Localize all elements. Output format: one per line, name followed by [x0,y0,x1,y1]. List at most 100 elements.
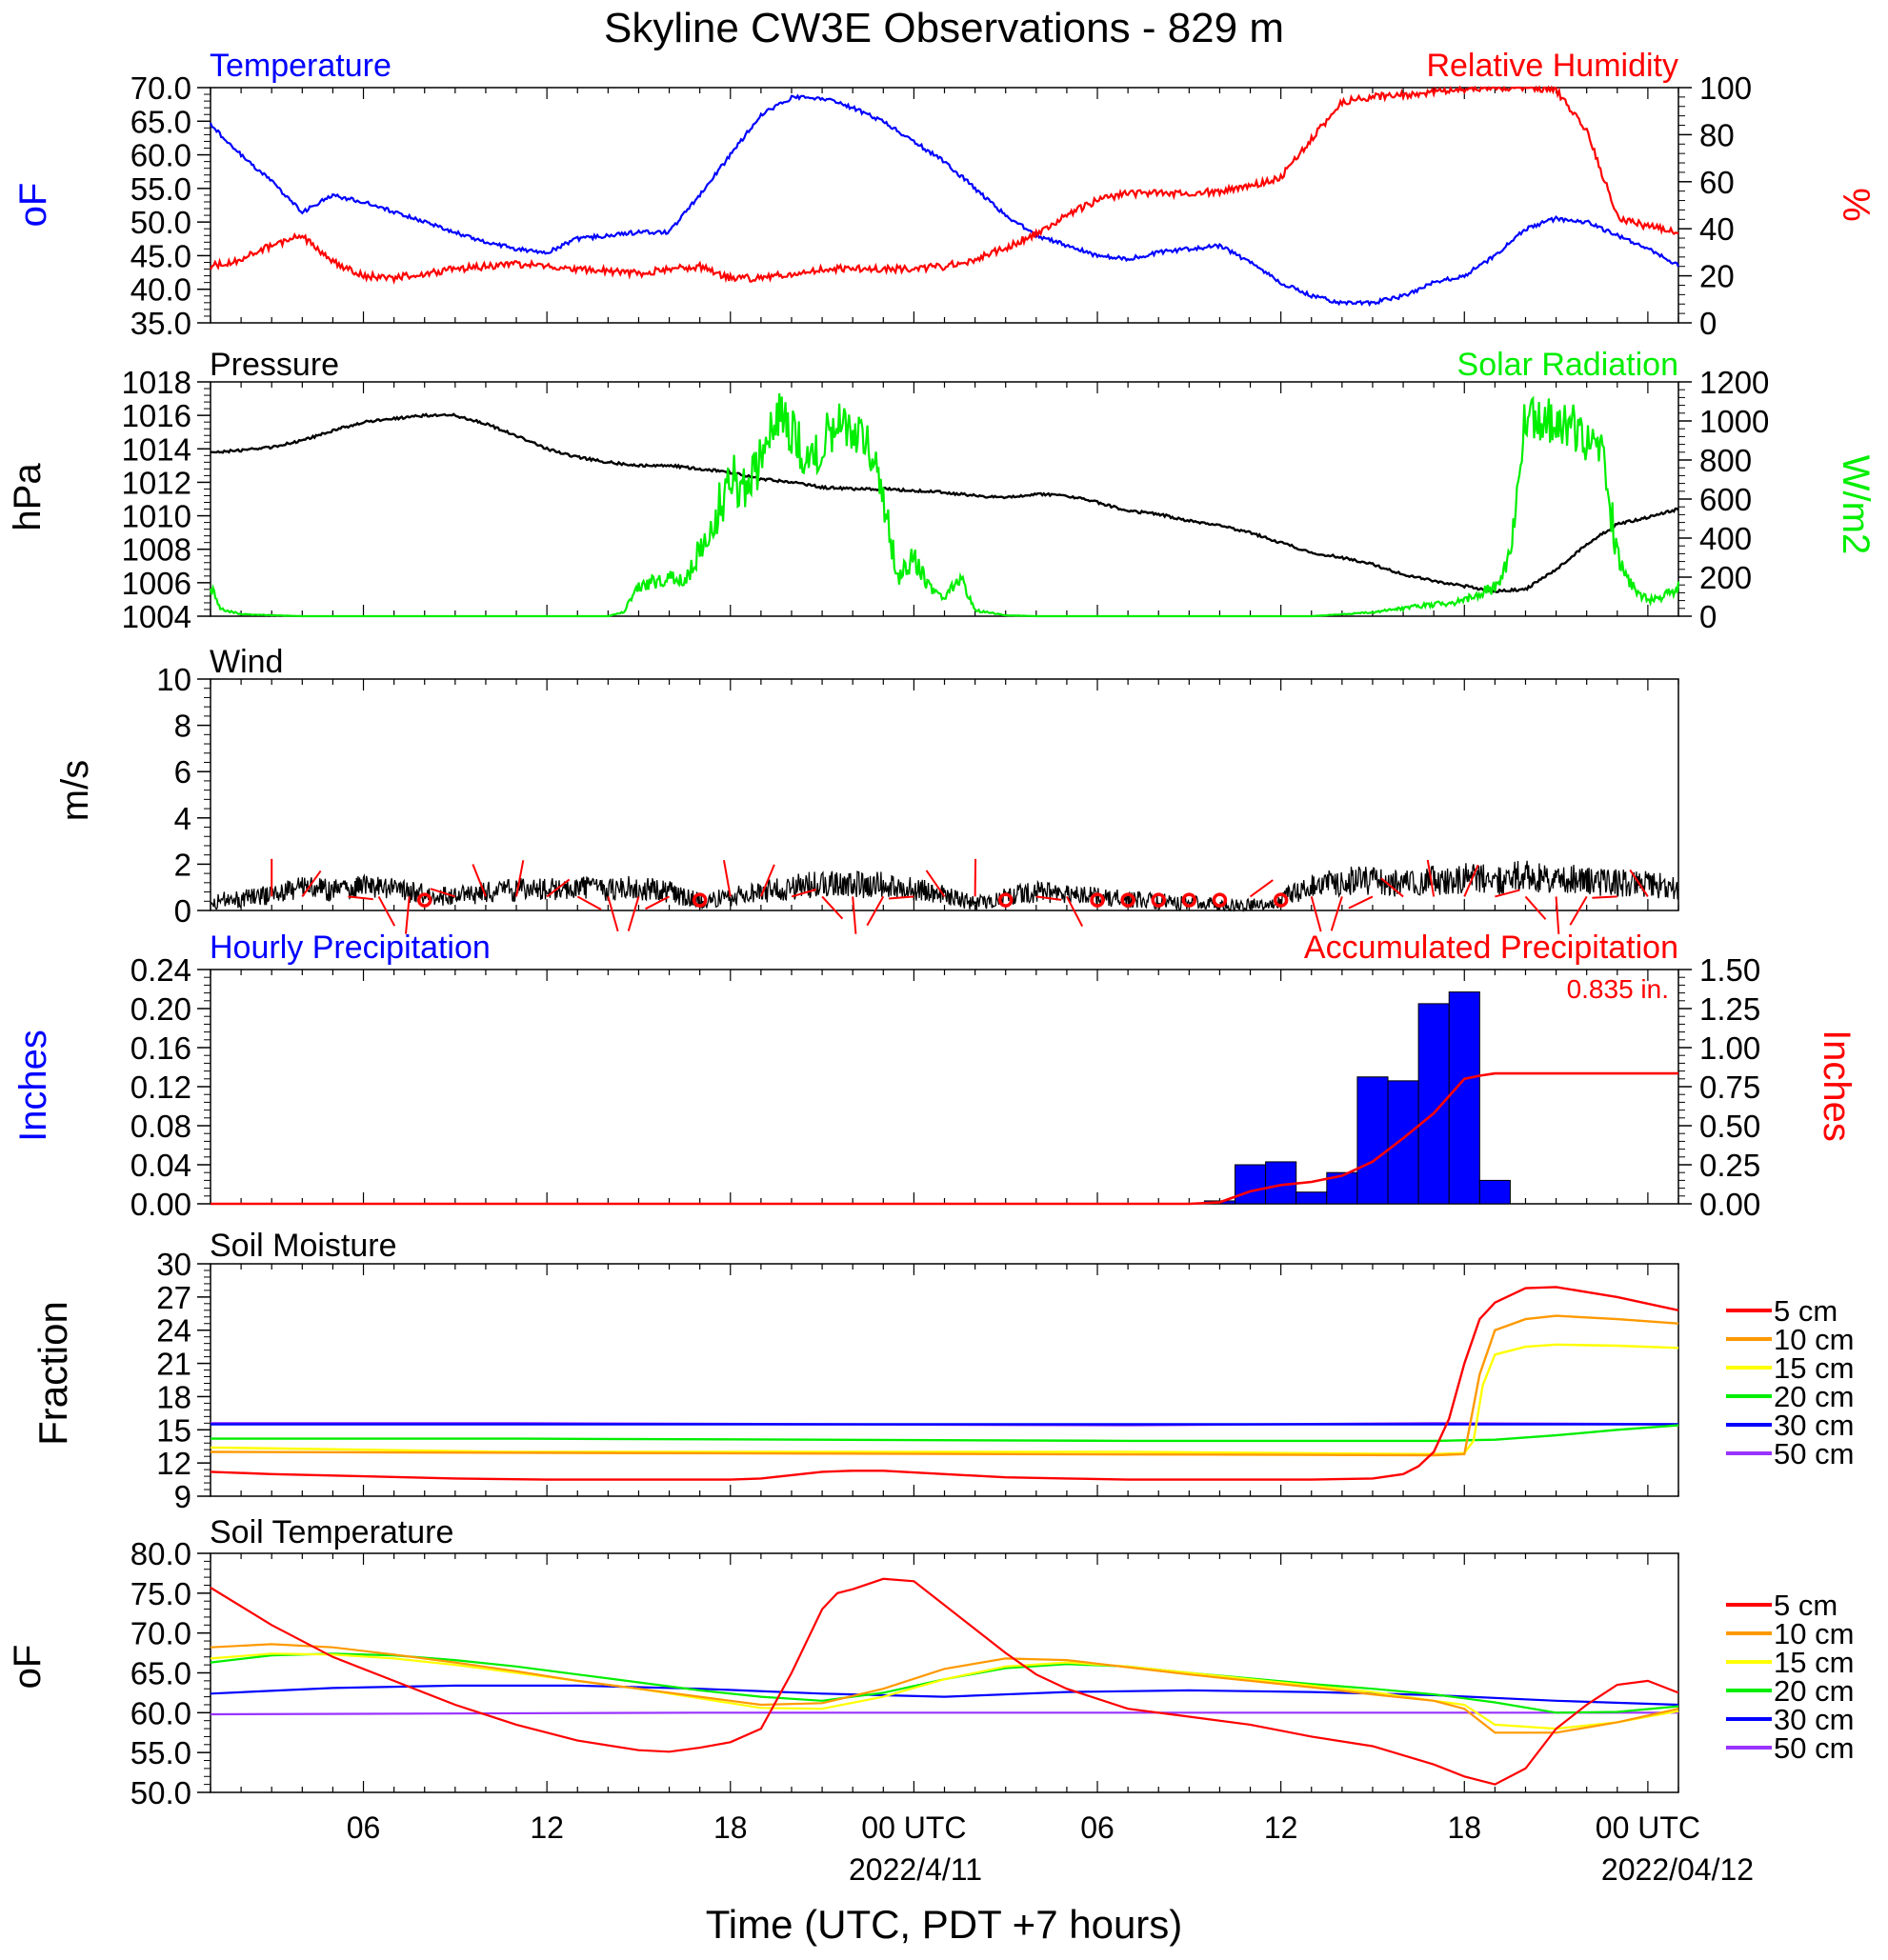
legend-label: 10 cm [1774,1617,1854,1650]
wind-barb [1310,896,1322,932]
x-tick-label: 00 UTC [1596,1810,1700,1845]
y-axis-label: m/s [54,760,96,821]
plot-frame [210,1263,1679,1497]
wind-barb [925,870,946,897]
wind-barb [377,895,396,927]
y-tick-label: 40.0 [131,272,191,308]
hourly-precipitation-bar [1478,1179,1511,1205]
wind-barb [430,888,456,898]
wind-barb [1249,879,1274,898]
y2-tick-label: 400 [1699,521,1752,556]
legend-label: 50 cm [1774,1731,1854,1765]
wind-barb [405,896,411,934]
y2-axis-label: Inches [1816,1030,1858,1142]
y2-tick-label: 1.00 [1699,1030,1760,1066]
y-tick-label: 70.0 [131,1616,191,1651]
y-tick-label: 4 [174,801,191,836]
calm-wind-marker [997,892,1014,908]
soil-temperature-line [210,1577,1679,1786]
y-axis-label: oF [12,183,54,228]
legend-label: 5 cm [1774,1589,1838,1622]
calm-wind-marker [1212,892,1228,908]
plot-frame [210,87,1679,324]
legend-label: 20 cm [1774,1674,1854,1708]
x-axis-title: Time (UTC, PDT +7 hours) [706,1902,1183,1947]
wind-barb [852,896,857,934]
legend-label: 15 cm [1774,1646,1854,1679]
y2-axis-label: W/m2 [1835,455,1877,554]
accumulated-precipitation-line [211,1071,1678,1206]
hourly-precipitation-bar [1234,1164,1267,1205]
legend-label: 30 cm [1774,1409,1854,1442]
wind-barb [722,859,732,897]
y-tick-label: 15 [156,1412,191,1448]
calm-wind-marker [1273,892,1289,908]
x-axis: 2022/4/11 2022/04/12 Time (UTC, PDT +7 h… [347,1810,1754,1947]
y2-axis-label: % [1835,188,1877,222]
legend-label: 50 cm [1774,1437,1854,1470]
y-tick-label: 0.16 [131,1030,191,1066]
wind-barb [1035,895,1062,901]
panel-right-title: Accumulated Precipitation [1304,930,1678,966]
y-axis-label: hPa [7,463,49,531]
panel-left-title: Pressure [210,347,339,383]
y-tick-label: 35.0 [131,306,191,341]
wind-barb [546,878,571,898]
x-tick-label: 06 [1080,1810,1115,1845]
wind-speed-line [210,860,1679,913]
panel-left-title: Hourly Precipitation [210,930,491,966]
y-tick-label: 0.12 [131,1070,191,1105]
y-tick-label: 8 [174,709,191,744]
hourly-precipitation-bar [1448,991,1480,1205]
y2-tick-label: 80 [1699,117,1735,152]
y2-tick-label: 200 [1699,560,1752,595]
y2-tick-label: 800 [1699,443,1752,478]
calm-wind-marker [1181,892,1197,908]
y-tick-label: 9 [174,1479,191,1514]
y2-tick-label: 0.25 [1699,1148,1760,1183]
y-tick-label: 50.0 [131,205,191,240]
soil-temperature-line [210,1643,1679,1734]
wind-barb [1629,869,1649,897]
y-tick-label: 1016 [122,398,191,433]
y-tick-label: 1010 [122,499,191,534]
y-tick-label: 55.0 [131,1735,191,1770]
x-date-label: 2022/04/12 [1601,1852,1754,1887]
wind-barb [1592,895,1617,899]
y2-tick-label: 0 [1699,306,1717,341]
y-tick-label: 1008 [122,532,191,568]
soil-temperature-line [210,1652,1679,1730]
y2-tick-label: 0.00 [1699,1187,1760,1222]
wind-barb [1066,895,1084,928]
panel-left-title: Soil Temperature [210,1514,453,1550]
y-tick-label: 24 [156,1313,191,1349]
wind-barb [607,896,619,932]
hourly-precipitation-bar [1356,1076,1389,1205]
x-tick-label: 18 [1447,1810,1481,1845]
wind-barb [576,895,602,910]
hourly-precipitation-bar [1387,1080,1419,1205]
y2-tick-label: 0.75 [1699,1070,1760,1105]
wind-barb [472,864,487,897]
y2-tick-label: 1200 [1699,365,1769,400]
y-tick-label: 18 [156,1379,191,1414]
legend-label: 10 cm [1774,1323,1854,1356]
panel-pressure-solar: Pressure Solar Radiation hPa W/m2 101810… [7,347,1877,634]
y-tick-label: 80.0 [131,1536,191,1571]
y-tick-label: 1012 [122,465,191,500]
wind-barb [515,860,525,897]
wind-barb [866,895,885,927]
x-tick-label: 12 [530,1810,564,1845]
y-tick-label: 10 [156,662,191,697]
soil-moisture-line [211,1424,1679,1443]
y2-tick-label: 1.25 [1699,991,1760,1027]
panel-right-title: Solar Radiation [1457,347,1678,383]
wind-barb [1463,864,1479,897]
temperature-line [209,93,1680,308]
plot-frame [210,381,1679,617]
soil-temperature-line [210,1711,1678,1716]
y-tick-label: 0.04 [131,1148,191,1183]
panel-wind: Wind m/s 10 8 6 4 2 0 [54,644,1679,934]
pressure-line [210,412,1679,594]
